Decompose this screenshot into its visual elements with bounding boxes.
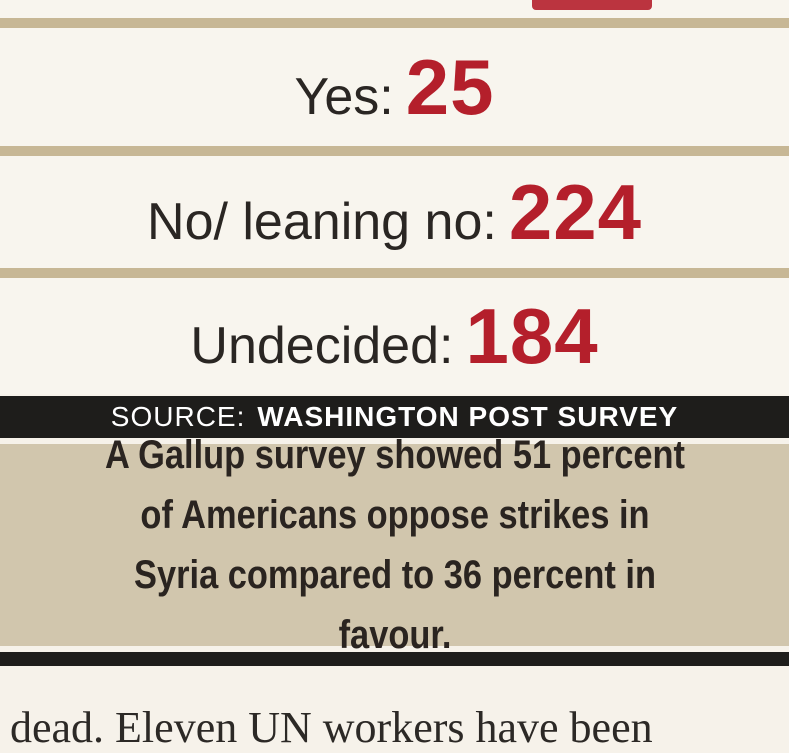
result-value: 224 <box>508 167 642 256</box>
result-value: 184 <box>465 291 599 380</box>
result-row-yes: Yes: 25 <box>0 28 789 146</box>
top-partial-row <box>0 0 789 20</box>
divider-rule <box>0 268 789 278</box>
divider-rule <box>0 18 789 28</box>
note-text: A Gallup survey showed 51 percent of Ame… <box>104 433 685 657</box>
result-row-no: No/ leaning no: 224 <box>0 156 789 268</box>
result-label: No/ leaning no: <box>147 192 497 251</box>
partial-value-shape <box>532 0 652 10</box>
source-bar: SOURCE: WASHINGTON POST SURVEY <box>0 396 789 438</box>
result-label: Undecided: <box>190 316 454 375</box>
article-body-text: dead. Eleven UN workers have been <box>10 703 653 752</box>
source-name: WASHINGTON POST SURVEY <box>257 401 679 432</box>
bottom-divider <box>0 652 789 666</box>
result-row-undecided: Undecided: 184 <box>0 278 789 394</box>
result-value: 25 <box>405 42 495 131</box>
source-prefix: SOURCE: <box>110 401 246 432</box>
note-panel: A Gallup survey showed 51 percent of Ame… <box>0 433 789 657</box>
result-label: Yes: <box>294 67 394 126</box>
divider-rule <box>0 146 789 156</box>
